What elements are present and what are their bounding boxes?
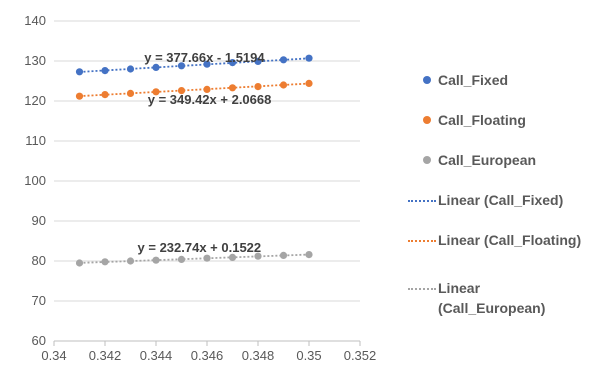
- legend-label: Call_European: [438, 152, 537, 168]
- grid-lines: [54, 20, 360, 342]
- data-point: [305, 251, 313, 259]
- data-point: [228, 253, 237, 261]
- y-tick-label: 140: [24, 13, 46, 28]
- data-point: [254, 57, 262, 65]
- legend-label: Call_Floating: [438, 112, 526, 128]
- legend-item: Linear (Call_European): [404, 278, 578, 318]
- y-tick-label: 60: [32, 333, 46, 348]
- legend-symbol: [408, 200, 436, 202]
- data-point: [254, 252, 262, 260]
- data-point: [101, 258, 109, 266]
- data-point: [203, 254, 211, 262]
- data-point: [228, 84, 237, 92]
- legend-label: Linear (Call_Floating): [438, 232, 582, 248]
- legend-item: Call_Fixed: [404, 70, 508, 90]
- data-point: [75, 92, 84, 100]
- data-point: [228, 59, 237, 67]
- x-tick-label: 0.352: [344, 348, 377, 363]
- x-tick-label: 0.34: [41, 348, 66, 363]
- data-point: [279, 56, 288, 64]
- data-points: [75, 54, 313, 267]
- data-point: [75, 259, 84, 267]
- data-point: [126, 257, 135, 265]
- legend-item: Call_Floating: [404, 110, 526, 130]
- x-tick-label: 0.35: [296, 348, 321, 363]
- data-point: [203, 85, 211, 93]
- y-tick-label: 90: [32, 213, 46, 228]
- data-point: [254, 83, 262, 91]
- data-point: [203, 60, 211, 68]
- data-point: [152, 88, 160, 96]
- legend-label: Linear (Call_Fixed): [438, 192, 564, 208]
- trendlines: [79, 57, 310, 264]
- data-point: [152, 63, 160, 71]
- x-tick-label: 0.342: [89, 348, 122, 363]
- data-point: [126, 89, 135, 97]
- legend-item: Linear (Call_Fixed): [404, 190, 563, 210]
- legend-item: Call_European: [404, 150, 536, 170]
- trendline: [79, 253, 310, 264]
- data-point: [305, 79, 313, 87]
- data-point: [101, 67, 109, 75]
- y-tick-label: 120: [24, 93, 46, 108]
- legend-symbol: [423, 116, 431, 124]
- legend-symbol: [408, 288, 436, 290]
- trendline-equation: y = 232.74x + 0.1522: [138, 240, 262, 255]
- trendline-equation: y = 377.66x - 1.5194: [144, 50, 265, 65]
- y-tick-label: 80: [32, 253, 46, 268]
- trendline-equations: y = 377.66x - 1.5194 y = 349.42x + 2.0668…: [138, 50, 272, 255]
- y-tick-label: 70: [32, 293, 46, 308]
- trendline-equation: y = 349.42x + 2.0668: [148, 92, 272, 107]
- legend-label: Linear (Call_European): [438, 280, 546, 316]
- data-point: [177, 255, 186, 263]
- y-tick-label: 130: [24, 53, 46, 68]
- x-tick-label: 0.348: [242, 348, 275, 363]
- data-point: [279, 251, 288, 259]
- legend-symbol: [423, 156, 431, 164]
- data-point: [152, 256, 160, 264]
- data-point: [177, 87, 186, 95]
- data-point: [177, 62, 186, 70]
- tick-labels: 60 70 80 90 100 110 120 130 140 0.34 0.342 0.344 0.3…: [24, 13, 376, 363]
- y-tick-label: 100: [24, 173, 46, 188]
- data-point: [75, 68, 84, 76]
- data-point: [279, 81, 288, 89]
- legend-item: Linear (Call_Floating): [404, 230, 581, 250]
- x-tick-label: 0.346: [191, 348, 224, 363]
- data-point: [101, 91, 109, 99]
- axes: [53, 340, 361, 346]
- legend-label: Call_Fixed: [438, 72, 509, 88]
- data-point: [126, 65, 135, 73]
- x-tick-label: 0.344: [140, 348, 173, 363]
- data-point: [305, 54, 313, 62]
- y-tick-label: 110: [25, 133, 46, 148]
- legend-symbol: [408, 240, 436, 242]
- legend-symbol: [423, 76, 431, 84]
